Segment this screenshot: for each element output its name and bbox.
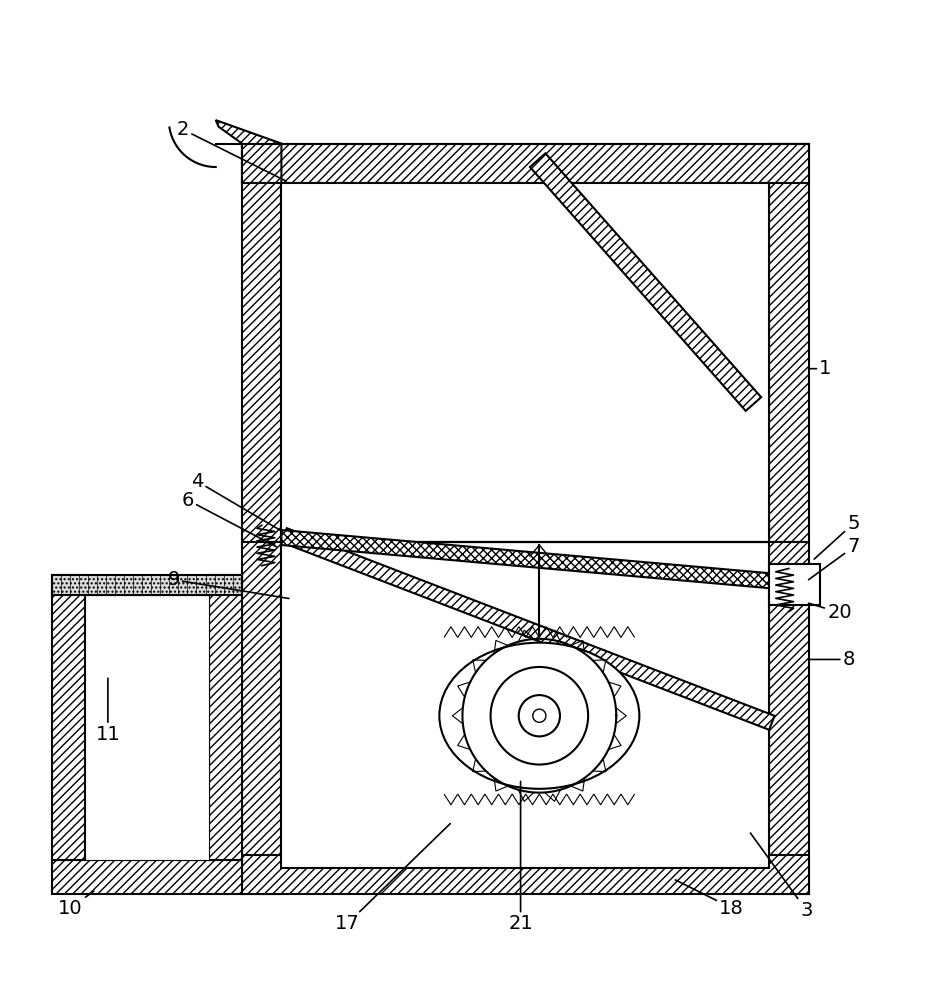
Text: 3: 3 [750,833,813,920]
Circle shape [533,709,546,722]
Polygon shape [530,153,761,411]
Text: 9: 9 [167,570,289,598]
Text: 10: 10 [58,891,94,918]
Text: 6: 6 [181,490,277,547]
Text: 17: 17 [335,824,450,933]
Bar [242,855,809,894]
Bar [769,542,809,894]
Text: 8: 8 [809,650,855,669]
Bar [281,183,769,542]
Bar [281,542,769,868]
Polygon shape [281,530,769,588]
Bar [769,564,821,605]
Text: 2: 2 [176,120,286,181]
Circle shape [491,667,588,765]
Text: 18: 18 [675,880,744,918]
Polygon shape [216,120,281,183]
Bar [52,860,242,894]
Bar [85,575,208,860]
Polygon shape [281,528,775,730]
Bar [242,144,809,183]
Bar [242,144,281,542]
Bar [208,575,242,860]
Text: 11: 11 [96,678,120,744]
Text: 20: 20 [809,603,852,622]
Text: 5: 5 [814,514,860,559]
Bar [52,575,242,595]
Bar [52,575,85,860]
Bar [242,542,281,894]
Text: 7: 7 [809,537,860,580]
Text: 4: 4 [190,472,281,531]
Ellipse shape [439,643,640,789]
Bar [769,144,809,542]
Text: 21: 21 [508,781,533,933]
Circle shape [519,695,560,736]
Text: 1: 1 [809,359,832,378]
